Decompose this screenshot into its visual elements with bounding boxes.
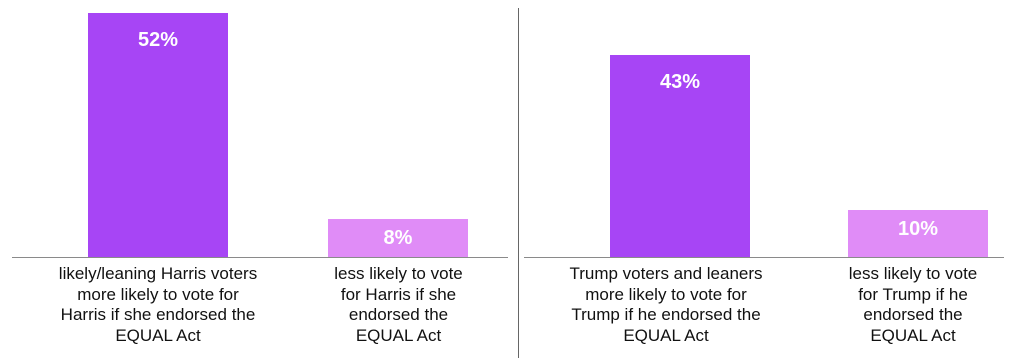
baseline-1: [12, 257, 508, 258]
category-label-2-2: less likely to vote for Trump if he endo…: [848, 264, 978, 345]
bar-2-1: [610, 55, 750, 257]
category-label-1-2: less likely to vote for Harris if she en…: [334, 264, 463, 345]
data-label-1-1: 52%: [137, 29, 179, 51]
bar-1-1: [88, 13, 228, 257]
data-label-1-2: 8%: [383, 227, 413, 250]
data-label-2-1: 43%: [659, 71, 701, 94]
panel-divider: [518, 8, 519, 358]
data-label-2-2: 10%: [897, 218, 939, 241]
baseline-2: [524, 257, 1004, 258]
category-label-2-1: Trump voters and leaners more likely to …: [569, 264, 763, 345]
category-label-1-1: likely/leaning Harris voters more likely…: [58, 264, 258, 345]
bar-2-2: [848, 210, 988, 257]
bar-1-2: [328, 219, 468, 257]
